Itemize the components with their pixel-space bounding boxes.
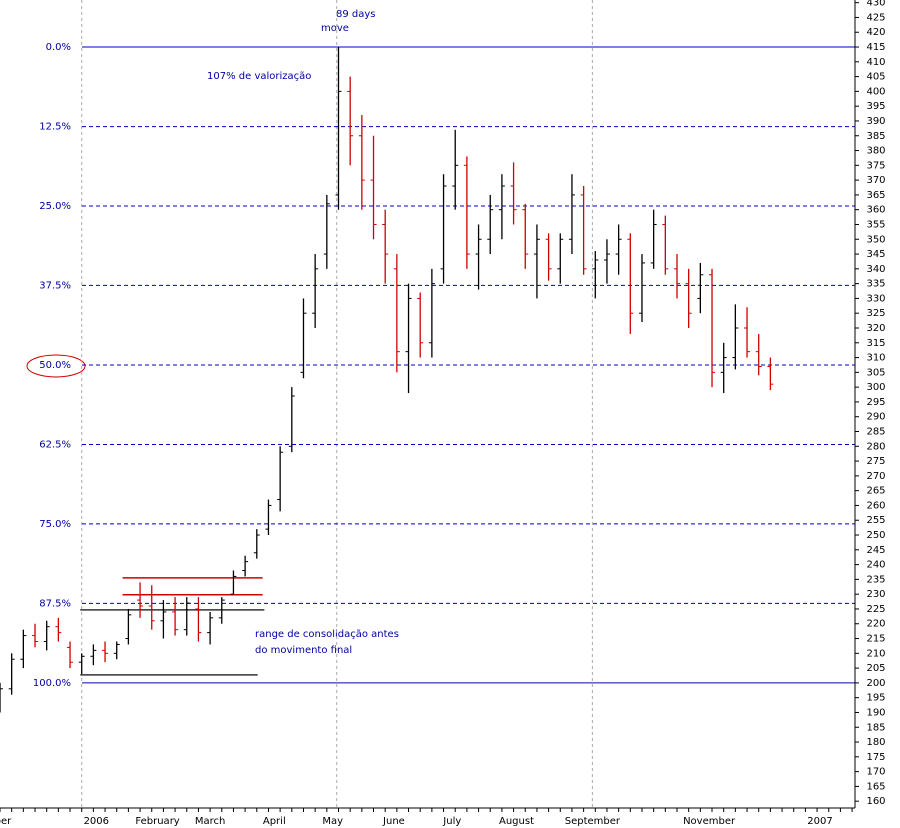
y-tick-label: 335 — [866, 279, 885, 290]
y-tick-label: 235 — [866, 574, 885, 585]
y-tick-label: 250 — [866, 530, 885, 541]
annotation: 89 days — [336, 9, 376, 20]
x-tick-label: ber — [0, 816, 12, 827]
y-tick-label: 405 — [866, 72, 885, 83]
y-tick-label: 350 — [866, 234, 885, 245]
x-tick-label: May — [322, 816, 343, 827]
level-label: 100.0% — [33, 678, 71, 689]
y-tick-label: 430 — [866, 0, 885, 9]
y-tick-label: 165 — [866, 781, 885, 792]
x-tick-label: March — [195, 816, 225, 827]
level-label: 0.0% — [46, 42, 71, 53]
annotation: move — [321, 23, 349, 34]
y-tick-label: 260 — [866, 500, 885, 511]
y-tick-label: 355 — [866, 219, 885, 230]
y-tick-label: 205 — [866, 663, 885, 674]
highlight-ellipse — [26, 354, 86, 378]
x-tick-label: November — [683, 816, 736, 827]
y-tick-label: 275 — [866, 456, 885, 467]
x-tick-label: August — [499, 816, 534, 827]
y-tick-label: 325 — [866, 308, 885, 319]
level-label: 62.5% — [39, 440, 71, 451]
y-tick-label: 305 — [866, 367, 885, 378]
y-tick-label: 295 — [866, 397, 885, 408]
y-tick-label: 280 — [866, 441, 885, 452]
x-tick-label: September — [565, 816, 621, 827]
x-tick-label: 2007 — [807, 816, 832, 827]
y-tick-label: 240 — [866, 560, 885, 571]
x-tick-label: April — [263, 816, 286, 827]
y-tick-label: 415 — [866, 42, 885, 53]
y-tick-label: 320 — [866, 323, 885, 334]
y-tick-label: 425 — [866, 12, 885, 23]
x-tick-label: 2006 — [84, 816, 109, 827]
y-tick-label: 170 — [866, 767, 885, 778]
y-tick-label: 225 — [866, 604, 885, 615]
y-tick-label: 220 — [866, 619, 885, 630]
y-tick-label: 255 — [866, 515, 885, 526]
y-tick-label: 245 — [866, 545, 885, 556]
y-tick-label: 300 — [866, 382, 885, 393]
y-tick-label: 365 — [866, 190, 885, 201]
y-tick-label: 390 — [866, 116, 885, 127]
y-tick-label: 340 — [866, 264, 885, 275]
level-label: 75.0% — [39, 519, 71, 530]
annotation: range de consolidação antes — [255, 629, 399, 640]
y-tick-label: 270 — [866, 471, 885, 482]
y-tick-label: 345 — [866, 249, 885, 260]
y-tick-label: 160 — [866, 796, 885, 807]
y-tick-label: 395 — [866, 101, 885, 112]
y-tick-label: 375 — [866, 160, 885, 171]
y-tick-label: 370 — [866, 175, 885, 186]
y-tick-label: 400 — [866, 86, 885, 97]
y-tick-label: 385 — [866, 131, 885, 142]
y-tick-label: 215 — [866, 634, 885, 645]
y-tick-label: 195 — [866, 693, 885, 704]
x-tick-label: February — [135, 816, 179, 827]
y-tick-label: 265 — [866, 486, 885, 497]
y-tick-label: 420 — [866, 27, 885, 38]
y-tick-label: 310 — [866, 353, 885, 364]
level-label: 50.0% — [39, 360, 71, 371]
y-tick-label: 200 — [866, 678, 885, 689]
level-label: 87.5% — [39, 598, 71, 609]
y-tick-label: 315 — [866, 338, 885, 349]
y-tick-label: 185 — [866, 722, 885, 733]
y-tick-label: 380 — [866, 146, 885, 157]
x-tick-label: July — [442, 816, 461, 827]
y-tick-label: 290 — [866, 412, 885, 423]
y-tick-label: 190 — [866, 707, 885, 718]
level-label: 12.5% — [39, 122, 71, 133]
y-tick-label: 210 — [866, 648, 885, 659]
annotation: do movimento final — [255, 645, 352, 656]
x-tick-label: June — [382, 816, 405, 827]
y-tick-label: 410 — [866, 57, 885, 68]
y-tick-label: 330 — [866, 293, 885, 304]
annotation: 107% de valorização — [207, 71, 311, 82]
y-tick-label: 175 — [866, 752, 885, 763]
y-tick-label: 285 — [866, 427, 885, 438]
level-label: 37.5% — [39, 280, 71, 291]
level-label: 25.0% — [39, 201, 71, 212]
y-tick-label: 180 — [866, 737, 885, 748]
y-tick-label: 230 — [866, 589, 885, 600]
y-tick-label: 360 — [866, 205, 885, 216]
